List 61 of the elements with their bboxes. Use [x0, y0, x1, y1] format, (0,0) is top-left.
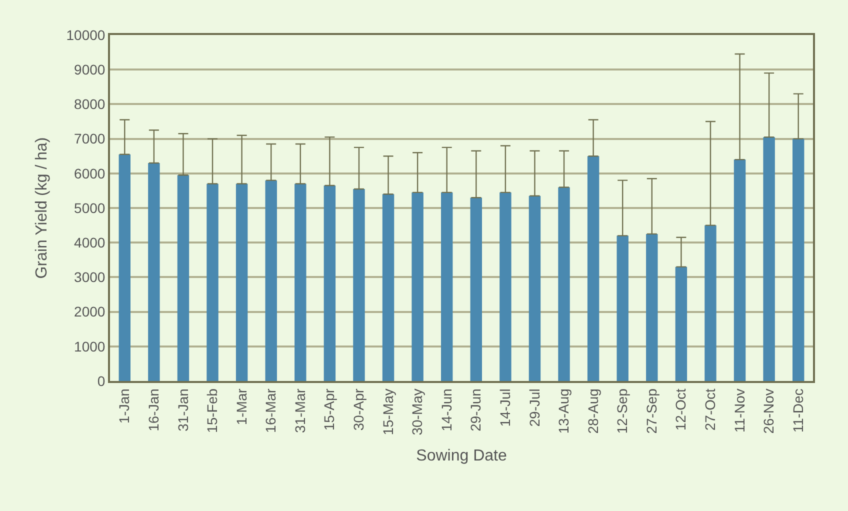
x-tick-label: 29-Jun: [468, 388, 484, 432]
y-tick-label: 1000: [74, 338, 106, 354]
x-tick-label: 15-Feb: [204, 388, 220, 433]
x-tick-label: 13-Aug: [556, 388, 572, 434]
bar: [558, 187, 570, 381]
bar: [763, 137, 775, 381]
bar: [265, 180, 277, 381]
y-tick-label: 2000: [74, 304, 106, 320]
bar: [236, 184, 248, 381]
x-tick-label: 1-Mar: [233, 388, 250, 426]
bar: [734, 160, 746, 381]
x-tick-label: 16-Jan: [145, 388, 162, 432]
x-tick-label: 12-Oct: [672, 388, 689, 431]
bar: [470, 198, 482, 381]
x-tick-label: 11-Dec: [790, 388, 806, 433]
bar: [353, 188, 365, 381]
bar: [441, 192, 453, 381]
x-tick-label: 14-Jul: [496, 388, 513, 427]
x-tick-label: 27-Sep: [643, 388, 660, 434]
x-tick-label: 15-Apr: [321, 388, 338, 431]
x-tick-label: 31-Mar: [292, 388, 308, 433]
y-tick-label: 10000: [66, 26, 106, 43]
bar: [704, 225, 716, 381]
x-tick-label: 16-Mar: [262, 388, 279, 433]
x-tick-label: 15-May: [380, 388, 396, 436]
bar: [616, 236, 628, 381]
x-tick-label: 30-May: [409, 388, 426, 436]
bar: [587, 156, 600, 381]
y-tick-label: 6000: [74, 165, 106, 182]
bar: [382, 194, 394, 381]
y-axis-title: Grain Yield (kg / ha): [34, 137, 51, 279]
bar: [177, 175, 190, 381]
y-tick-label: 7000: [74, 130, 106, 147]
y-tick-label: 8000: [74, 96, 106, 112]
y-tick-label: 3000: [74, 269, 106, 286]
x-tick-label: 29-Jul: [526, 388, 542, 427]
x-tick-label: 28-Aug: [584, 388, 601, 434]
bar: [294, 184, 306, 381]
bar: [646, 234, 658, 381]
y-tick-label: 4000: [74, 234, 106, 250]
x-tick-label: 12-Sep: [614, 388, 630, 434]
bar: [500, 192, 512, 381]
x-tick-label: 14-Jun: [438, 388, 454, 432]
x-tick-label: 1-Jan: [116, 388, 132, 424]
bar: [206, 184, 218, 381]
bar: [412, 192, 424, 381]
bar: [528, 196, 541, 381]
y-tick-label: 5000: [74, 200, 106, 216]
x-tick-label: 31-Jan: [174, 388, 191, 432]
bar: [324, 186, 336, 381]
x-axis-title: Sowing Date: [416, 447, 507, 464]
x-tick-label: 27-Oct: [702, 388, 718, 431]
x-tick-label: 11-Nov: [731, 388, 748, 433]
y-tick-label: 9000: [74, 62, 106, 78]
y-tick-label: 0: [97, 372, 106, 389]
bar: [675, 266, 688, 381]
x-tick-label: 30-Apr: [350, 388, 367, 431]
bar: [792, 138, 804, 381]
x-tick-label: 26-Nov: [760, 388, 777, 434]
bar: [118, 154, 130, 381]
bar: [148, 163, 160, 381]
